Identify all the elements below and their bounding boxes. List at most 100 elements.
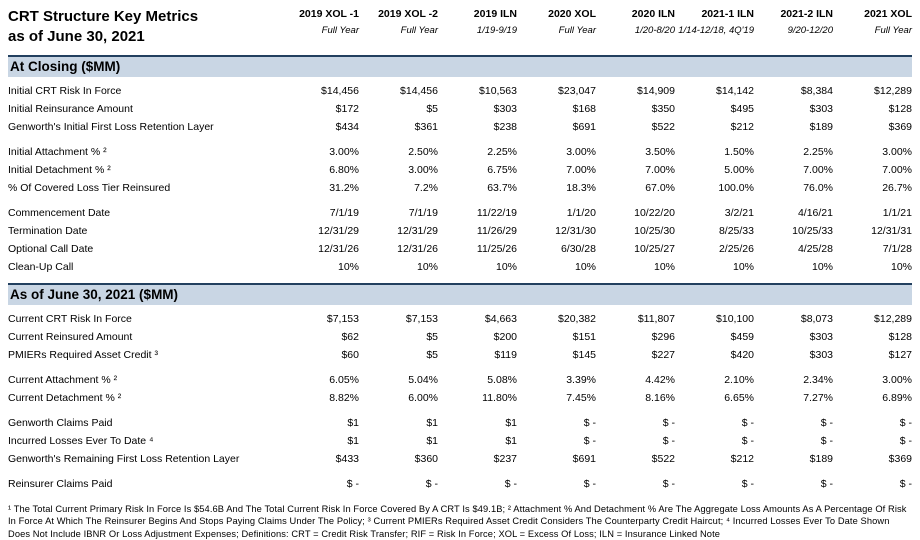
cell-value: $495 — [675, 103, 754, 115]
cell-value: 6.00% — [359, 392, 438, 404]
cell-value: $ - — [280, 478, 359, 490]
cell-value: $ - — [833, 478, 912, 490]
cell-value: 6.75% — [438, 164, 517, 176]
cell-value: 12/31/30 — [517, 225, 596, 237]
row-label: Current Reinsured Amount — [8, 331, 280, 343]
table-row: Incurred Losses Ever To Date ⁴$1$1$1$ -$… — [8, 432, 912, 450]
row-label: Current Detachment % ² — [8, 392, 280, 404]
cell-value: 3.00% — [359, 164, 438, 176]
row-label: PMIERs Required Asset Credit ³ — [8, 349, 280, 361]
cell-value: $23,047 — [517, 85, 596, 97]
cell-value: $ - — [596, 417, 675, 429]
cell-value: $303 — [754, 103, 833, 115]
cell-value: 2/25/26 — [675, 243, 754, 255]
cell-value: $459 — [675, 331, 754, 343]
cell-value: $14,909 — [596, 85, 675, 97]
cell-value: $434 — [280, 121, 359, 133]
cell-value: $119 — [438, 349, 517, 361]
cell-value: $ - — [754, 478, 833, 490]
column-name: 2021 XOL — [833, 8, 912, 20]
column-period: Full Year — [833, 25, 912, 36]
cell-value: $ - — [675, 417, 754, 429]
cell-value: 7/1/19 — [280, 207, 359, 219]
cell-value: $691 — [517, 121, 596, 133]
column-name: 2019 XOL -2 — [359, 8, 438, 20]
column-header: 2021 XOL Full Year — [833, 8, 912, 36]
cell-value: $62 — [280, 331, 359, 343]
cell-value: 8/25/33 — [675, 225, 754, 237]
row-label: Initial Detachment % ² — [8, 164, 280, 176]
cell-value: 10% — [596, 261, 675, 273]
cell-value: $7,153 — [359, 313, 438, 325]
cell-value: $433 — [280, 453, 359, 465]
column-name: 2020 XOL — [517, 8, 596, 20]
cell-value: $1 — [438, 417, 517, 429]
cell-value: $303 — [754, 331, 833, 343]
section-header: As of June 30, 2021 ($MM) — [8, 283, 912, 305]
cell-value: $8,073 — [754, 313, 833, 325]
cell-value: $1 — [359, 417, 438, 429]
table-row: Initial CRT Risk In Force$14,456$14,456$… — [8, 82, 912, 100]
cell-value: 63.7% — [438, 182, 517, 194]
cell-value: 7.00% — [517, 164, 596, 176]
cell-value: 3.00% — [833, 146, 912, 158]
cell-value: 31.2% — [280, 182, 359, 194]
table-row: Genworth's Remaining First Loss Retentio… — [8, 450, 912, 468]
cell-value: $ - — [517, 417, 596, 429]
row-label: Current Attachment % ² — [8, 374, 280, 386]
cell-value: 7.45% — [517, 392, 596, 404]
row-group: Current CRT Risk In Force$7,153$7,153$4,… — [8, 310, 912, 364]
row-label: Initial Attachment % ² — [8, 146, 280, 158]
column-period: 9/20-12/20 — [754, 25, 833, 36]
cell-value: $8,384 — [754, 85, 833, 97]
cell-value: 100.0% — [675, 182, 754, 194]
cell-value: 10/25/27 — [596, 243, 675, 255]
table-row: Current CRT Risk In Force$7,153$7,153$4,… — [8, 310, 912, 328]
cell-value: $200 — [438, 331, 517, 343]
table-row: Current Reinsured Amount$62$5$200$151$29… — [8, 328, 912, 346]
cell-value: $420 — [675, 349, 754, 361]
cell-value: 6.65% — [675, 392, 754, 404]
table-row: Initial Reinsurance Amount$172$5$303$168… — [8, 100, 912, 118]
table-body: At Closing ($MM)Initial CRT Risk In Forc… — [8, 55, 912, 493]
table-row: Genworth Claims Paid$1$1$1$ -$ -$ -$ -$ … — [8, 414, 912, 432]
cell-value: 2.10% — [675, 374, 754, 386]
cell-value: $522 — [596, 121, 675, 133]
column-period: 1/19-9/19 — [438, 25, 517, 36]
cell-value: $7,153 — [280, 313, 359, 325]
cell-value: 7.00% — [833, 164, 912, 176]
cell-value: $11,807 — [596, 313, 675, 325]
row-label: Current CRT Risk In Force — [8, 313, 280, 325]
page-title: CRT Structure Key Metrics as of June 30,… — [8, 5, 280, 48]
cell-value: 12/31/26 — [280, 243, 359, 255]
cell-value: 5.04% — [359, 374, 438, 386]
cell-value: $ - — [359, 478, 438, 490]
row-label: % Of Covered Loss Tier Reinsured — [8, 182, 280, 194]
cell-value: $60 — [280, 349, 359, 361]
cell-value: 3.39% — [517, 374, 596, 386]
cell-value: $12,289 — [833, 313, 912, 325]
cell-value: $369 — [833, 121, 912, 133]
cell-value: 10% — [438, 261, 517, 273]
cell-value: 7/1/28 — [833, 243, 912, 255]
cell-value: 6.05% — [280, 374, 359, 386]
column-period: Full Year — [280, 25, 359, 36]
cell-value: $522 — [596, 453, 675, 465]
column-period: Full Year — [359, 25, 438, 36]
cell-value: 10% — [359, 261, 438, 273]
row-label: Commencement Date — [8, 207, 280, 219]
cell-value: 10% — [280, 261, 359, 273]
table-row: PMIERs Required Asset Credit ³$60$5$119$… — [8, 346, 912, 364]
cell-value: 6.89% — [833, 392, 912, 404]
cell-value: $10,563 — [438, 85, 517, 97]
row-label: Genworth Claims Paid — [8, 417, 280, 429]
column-name: 2021-1 ILN — [675, 8, 754, 20]
cell-value: $128 — [833, 331, 912, 343]
